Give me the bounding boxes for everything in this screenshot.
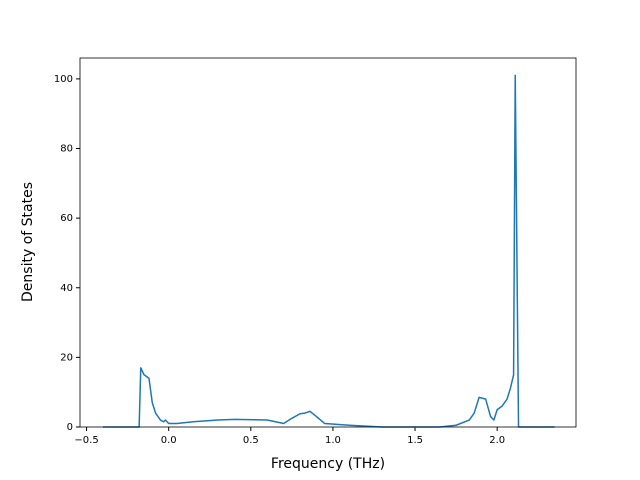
y-tick-label: 0 (67, 422, 73, 433)
x-tick-label: −0.5 (74, 435, 98, 446)
y-axis-label: Density of States (20, 182, 36, 302)
y-tick-label: 60 (60, 213, 73, 224)
y-tick-label: 40 (60, 283, 73, 294)
x-axis-label: Frequency (THz) (271, 456, 385, 472)
y-tick-label: 80 (60, 144, 73, 155)
plot-frame (79, 57, 577, 428)
x-tick-label: 2.0 (489, 435, 505, 446)
y-tick-label: 20 (60, 352, 73, 363)
line-series (102, 74, 555, 428)
x-tick-label: 1.5 (407, 435, 423, 446)
y-tick-label: 100 (54, 74, 73, 85)
x-tick-label: 0.5 (243, 435, 259, 446)
x-tick-label: 0.0 (161, 435, 177, 446)
x-tick-label: 1.0 (325, 435, 341, 446)
